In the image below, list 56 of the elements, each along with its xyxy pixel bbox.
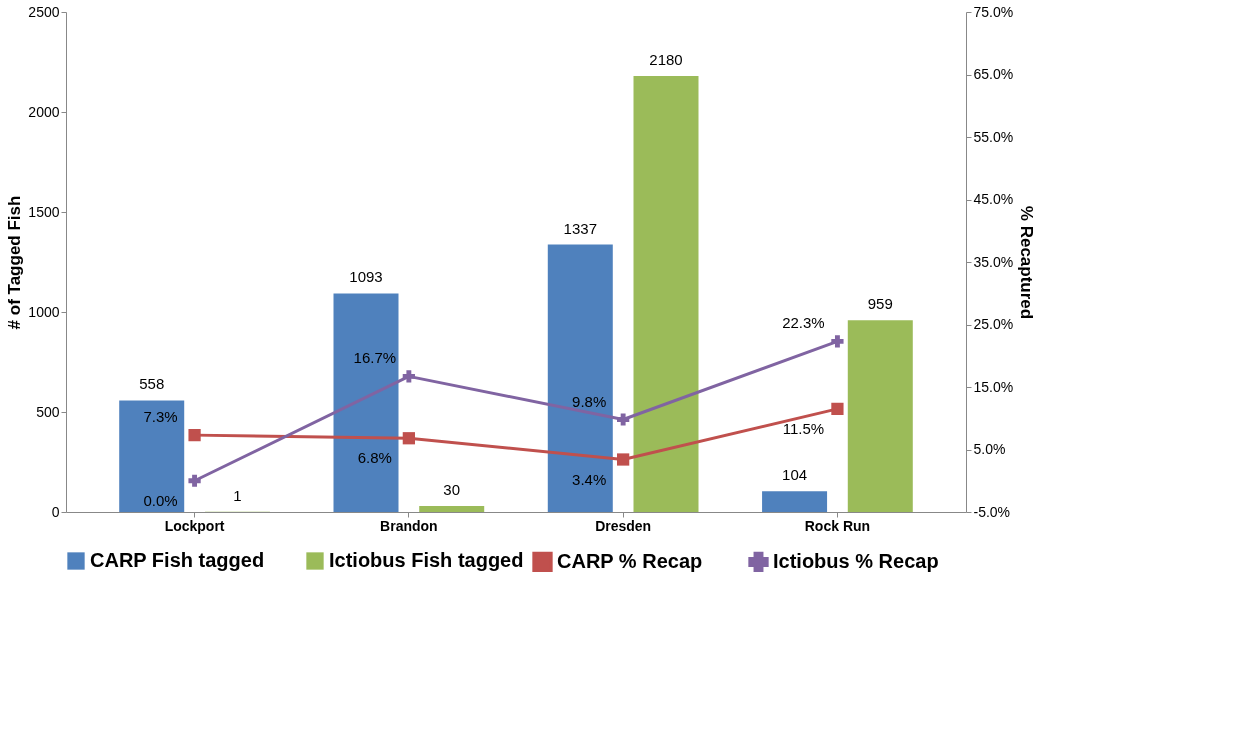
- x-tick-label: Dresden: [595, 517, 652, 534]
- y2-tick-label: 45.0%: [973, 191, 1014, 207]
- point: [188, 474, 201, 487]
- y-tick-label: 2500: [28, 3, 60, 20]
- y2-tick-label: 75.0%: [973, 3, 1014, 20]
- point: [617, 413, 630, 426]
- y2-tick-label: -5.0%: [973, 503, 1011, 520]
- x-tick-label: Brandon: [380, 517, 438, 534]
- data-label: 3.4%: [572, 470, 607, 488]
- data-label: 0.0%: [143, 491, 178, 509]
- point: [617, 453, 630, 466]
- y2-tick-label: 35.0%: [973, 253, 1014, 270]
- point: [831, 335, 844, 348]
- y-tick-label: 0: [51, 503, 60, 520]
- bar: [633, 76, 699, 512]
- data-label: 1337: [563, 219, 597, 237]
- x-tick-label: Lockport: [164, 517, 225, 534]
- y2-tick-label: 5.0%: [973, 441, 1006, 457]
- bar: [119, 400, 185, 512]
- y2-tick-label: 25.0%: [973, 316, 1014, 332]
- y2-tick-label: 15.0%: [973, 378, 1014, 395]
- data-label: 1093: [349, 268, 383, 286]
- data-label: 7.3%: [143, 408, 178, 426]
- y-axis-title: # of Tagged Fish: [5, 195, 25, 330]
- y2-axis-title: % Recaptured: [1017, 205, 1037, 320]
- bar: [333, 293, 399, 512]
- legend-label: Ictiobus % Recap: [773, 549, 939, 572]
- point: [402, 432, 415, 445]
- point: [402, 370, 415, 383]
- x-tick-label: Rock Run: [804, 517, 871, 534]
- data-label: 9.8%: [572, 392, 607, 410]
- data-label: 1: [233, 486, 242, 504]
- legend-label: CARP % Recap: [557, 549, 703, 572]
- data-label: 11.5%: [782, 419, 825, 437]
- y-tick-label: 1000: [28, 303, 60, 320]
- data-label: 959: [867, 295, 893, 313]
- bar: [547, 244, 613, 512]
- data-label: 6.8%: [357, 449, 392, 467]
- point: [188, 429, 201, 442]
- data-label: 104: [782, 466, 808, 484]
- y-tick-label: 1500: [28, 203, 60, 220]
- y2-tick-label: 65.0%: [973, 66, 1014, 82]
- legend-label: Ictiobus Fish tagged: [329, 549, 524, 571]
- data-label: 30: [443, 481, 461, 498]
- y-tick-label: 2000: [28, 103, 60, 120]
- bar: [847, 320, 913, 512]
- legend-label: CARP Fish tagged: [90, 549, 265, 571]
- y-tick-label: 500: [36, 403, 60, 420]
- bar: [419, 506, 485, 512]
- data-label: 22.3%: [782, 314, 825, 332]
- point: [831, 402, 844, 415]
- data-label: 558: [139, 375, 165, 393]
- y2-tick-label: 55.0%: [973, 128, 1014, 145]
- bar: [762, 491, 828, 512]
- data-label: 2180: [649, 51, 683, 68]
- data-label: 16.7%: [353, 349, 397, 367]
